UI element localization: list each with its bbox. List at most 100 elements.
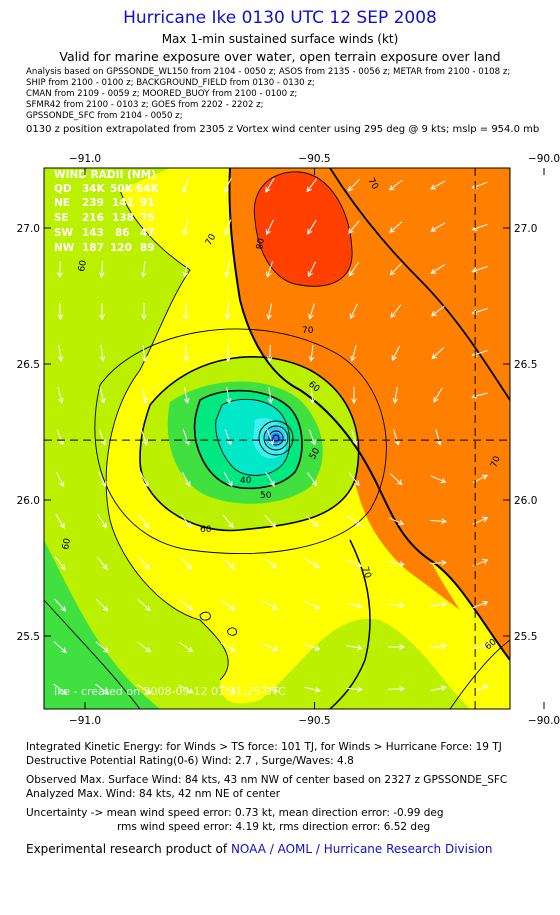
wind-vector-arrow <box>140 261 147 278</box>
radii-cell: 75 <box>140 212 155 224</box>
contour-label: 60 <box>200 525 212 535</box>
wind-vector-arrow <box>54 598 67 612</box>
wind-vector-arrow <box>430 222 446 232</box>
wind-vector-arrow <box>267 344 273 363</box>
wind-vector-arrow <box>57 345 64 362</box>
wind-vector-arrow <box>393 429 400 446</box>
radii-cell: 86 <box>115 227 130 239</box>
axis-ticks <box>44 168 545 709</box>
wind-vector-arrow <box>98 429 106 446</box>
wind-vector-arrow <box>99 345 106 362</box>
wind-vector-arrow <box>139 471 149 488</box>
wind-vector-arrow <box>348 262 359 277</box>
source-line: SHIP from 2100 - 0100 z; BACKGROUND_FIEL… <box>26 78 315 88</box>
radii-cell: NW <box>54 242 75 254</box>
radii-col-50k: 50K <box>110 183 134 195</box>
wind-vector-arrow <box>430 264 445 274</box>
destructive-potential: Destructive Potential Rating(0-6) Wind: … <box>26 755 354 767</box>
radii-col-34k: 34K <box>82 183 106 195</box>
wind-vector-arrow <box>99 387 106 404</box>
map-title: Hurricane Ike 0130 UTC 12 SEP 2008 <box>123 8 437 28</box>
wind-vector-arrow <box>388 179 403 191</box>
wind-vector-arrow <box>306 178 318 193</box>
wind-vector-arrow <box>140 429 148 446</box>
wind-vector-arrow <box>308 303 315 320</box>
lon-tick-label-bottom: −90.0 <box>528 715 560 727</box>
wind-vector-arrow <box>430 180 446 190</box>
wind-vector-arrow <box>351 387 357 405</box>
wind-vector-arrow <box>221 599 236 611</box>
wind-vector-arrow <box>141 344 148 363</box>
observed-max-wind: Observed Max. Surface Wind: 84 kts, 43 n… <box>26 774 508 786</box>
wind-vector-arrow <box>262 685 279 693</box>
contour-label: 60 <box>77 259 89 272</box>
wind-vector-arrow <box>137 599 151 612</box>
data-sources: Analysis based on GPSSONDE_WL150 from 21… <box>26 67 510 122</box>
wind-vector-arrow <box>182 261 189 278</box>
wind-region-45kt <box>44 540 160 709</box>
wind-radii-title: WIND RADII (NM) <box>54 169 156 181</box>
wind-vector-arrow <box>56 429 64 446</box>
contour-label: 50 <box>260 491 272 501</box>
axis-tick-labels: −91.0−91.0−90.5−90.5−90.0−90.0−89.5−89.5… <box>17 153 560 727</box>
radii-cell: 47 <box>140 227 155 239</box>
radii-cell: 143 <box>82 227 104 239</box>
lat-tick-label-right: 27.0 <box>514 223 537 235</box>
wind-vector-arrow <box>346 602 363 609</box>
contour-55 <box>94 328 387 554</box>
wind-vector-arrow <box>429 559 448 566</box>
radii-cell: 138 <box>112 212 134 224</box>
wind-vector-arrow <box>183 387 190 404</box>
lat-tick-label-left: 25.5 <box>17 631 40 643</box>
wind-vector-arrow <box>222 514 234 529</box>
uncertainty-rms: rms wind speed error: 4.19 kt, rms direc… <box>117 821 431 833</box>
source-line: SFMR42 from 2100 - 0103 z; GOES from 220… <box>26 100 264 110</box>
contour-50-southwest <box>44 599 141 709</box>
wind-vector-arrow <box>96 598 109 612</box>
wind-vector-arrow <box>389 221 403 233</box>
lat-tick-label-right: 26.0 <box>514 495 537 507</box>
wind-vector-arrow <box>262 600 278 610</box>
wind-vector-arrow <box>308 345 315 362</box>
radii-cell: NE <box>54 197 70 209</box>
wind-vector-arrow <box>224 261 231 278</box>
wind-vector-arrow <box>471 265 488 273</box>
radii-cell: 91 <box>140 197 155 209</box>
wind-vector-arrow <box>223 471 233 487</box>
wind-vectors <box>53 177 489 695</box>
wind-vector-arrow <box>304 601 321 610</box>
wind-vector-arrow <box>350 429 358 446</box>
wind-vector-arrow <box>225 344 231 363</box>
wind-radii-table: WIND RADII (NM) QD 34K 50K 64K NE 239 14… <box>54 169 160 254</box>
map-subtitle: Max 1-min sustained surface winds (kt) <box>161 32 399 46</box>
wind-vector-arrow <box>182 177 190 194</box>
lon-tick-label-bottom: −90.5 <box>298 715 330 727</box>
wind-vector-arrow <box>137 641 152 653</box>
wind-vector-arrow <box>220 685 237 694</box>
wind-vector-arrow <box>141 302 147 321</box>
ike-summary: Integrated Kinetic Energy: for Winds > T… <box>26 741 502 753</box>
wind-vector-arrow <box>139 514 150 529</box>
contour-labels: 80 70 70 70 70 70 60 60 60 50 50 40 60 6… <box>61 177 503 653</box>
wind-vector-arrow <box>304 644 321 651</box>
wind-vector-arrow <box>347 515 362 527</box>
wind-vector-arrow <box>387 685 406 692</box>
wind-vector-arrow <box>304 686 321 693</box>
center-ring <box>272 434 280 442</box>
wind-vector-arrow <box>387 602 406 609</box>
wind-vector-arrow <box>183 344 190 363</box>
wind-region-70kt-band <box>340 440 460 610</box>
hrd-link[interactable]: NOAA / AOML / Hurricane Research Divisio… <box>230 842 493 856</box>
lat-tick-label-left: 27.0 <box>17 223 40 235</box>
wind-vector-arrow <box>224 303 231 320</box>
max-wind-marker <box>540 246 548 254</box>
product-credit: Experimental research product of NOAA / … <box>26 843 493 856</box>
contour-60-southeast <box>449 639 510 709</box>
wind-vector-arrow <box>98 260 105 279</box>
radii-cell: 239 <box>82 197 104 209</box>
radii-cell: 216 <box>82 212 104 224</box>
uncertainty-mean: Uncertainty -> mean wind speed error: 0.… <box>26 807 444 819</box>
product-prefix: Experimental research product of <box>26 842 228 856</box>
wind-vector-arrow <box>266 261 274 278</box>
wind-vector-arrow <box>224 219 232 236</box>
